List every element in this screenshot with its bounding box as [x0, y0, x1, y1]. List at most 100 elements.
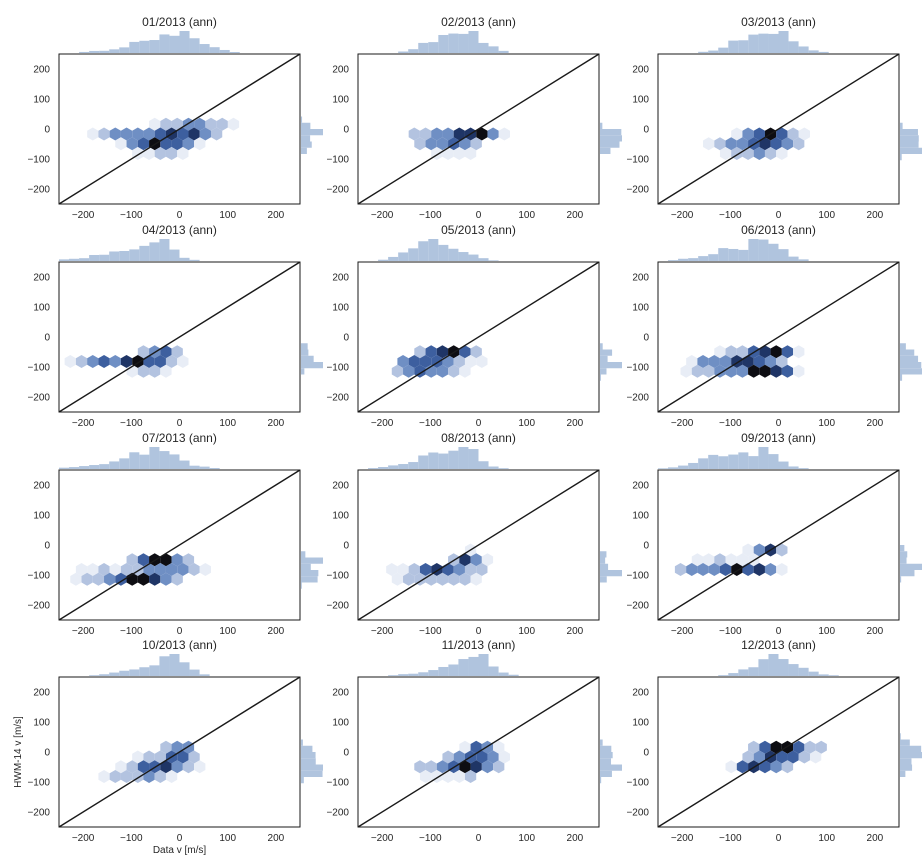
top-histogram-bar: [378, 259, 389, 261]
panel-title: 08/2013 (ann): [441, 431, 516, 445]
x-tick-label: 0: [177, 626, 183, 637]
hexbin-cell: [414, 137, 426, 151]
hexbin-cell: [719, 147, 732, 160]
hexbin-cell: [120, 770, 133, 783]
x-tick-label: −200: [671, 418, 694, 429]
top-histogram-bar: [209, 47, 220, 53]
y-tick-label: 200: [632, 481, 649, 492]
right-histogram-bar: [301, 582, 302, 589]
y-tick-label: −100: [326, 778, 349, 789]
hexbin-cell: [436, 572, 449, 586]
hexbin-cell: [448, 364, 460, 378]
axes-frame: [58, 53, 301, 205]
top-histogram-bar: [698, 256, 709, 261]
hexbin-cell: [137, 760, 150, 774]
hexbin-cell: [731, 127, 743, 141]
hexbin-cell: [165, 147, 178, 160]
top-histogram-bar: [179, 257, 190, 261]
right-histogram-bar: [301, 122, 311, 129]
hexbin-cell: [171, 345, 183, 359]
x-tick-label: −200: [371, 626, 394, 637]
hexbin-cell: [210, 127, 223, 141]
top-histogram-bar: [189, 259, 200, 261]
hexbin-cell: [109, 770, 121, 783]
identity-line: [58, 261, 301, 413]
top-histogram-bar: [428, 42, 439, 53]
hexbin-cell: [470, 740, 482, 754]
top-histogram-bar: [159, 656, 170, 676]
hexbin-cell: [436, 760, 449, 774]
x-tick-label: −200: [371, 210, 394, 221]
top-histogram-bar: [748, 456, 759, 469]
hexbin-cell: [448, 572, 460, 586]
panel-2: −200 −100 0 100 200 −200 −100 0 100 200 02/2013 (a…: [326, 15, 622, 221]
panel-5: −200 −100 0 100 200 −200 −100 0 100 200 05/2013 (a…: [326, 223, 622, 429]
hexbin-cell: [137, 345, 150, 359]
hexbin-cell: [753, 543, 765, 557]
x-tick-label: 0: [476, 626, 482, 637]
x-tick-label: −100: [419, 210, 442, 221]
y-tick-label: −200: [27, 601, 50, 612]
top-histogram-bar: [738, 40, 749, 53]
hexbin-cell: [453, 127, 465, 141]
y-tick-label: −200: [626, 185, 649, 196]
top-histogram-bar: [119, 251, 130, 261]
hexbin-cell: [87, 355, 99, 368]
top-histogram-bar: [199, 44, 210, 53]
hexbin-cell: [182, 553, 195, 567]
hexbin-cell: [160, 760, 172, 774]
panel-1: −200 −100 0 100 200 −200 −100 0 100 200 01/2013 (a…: [27, 15, 323, 221]
x-tick-label: −100: [419, 833, 442, 844]
right-histogram-bar: [900, 733, 901, 740]
x-tick-label: 200: [567, 626, 584, 637]
x-tick-label: −100: [719, 418, 742, 429]
right-histogram-bar: [900, 154, 902, 161]
top-histogram-bar: [398, 464, 409, 469]
hexbin-cell: [419, 563, 432, 576]
hexbin-cell: [87, 563, 99, 576]
identity-line: [657, 261, 900, 413]
hexbin-cell: [115, 760, 127, 774]
hexbin-cell: [776, 127, 788, 141]
hexbin-cell: [199, 127, 211, 141]
top-histogram-bar: [808, 671, 819, 676]
hexbin-cell: [408, 355, 420, 368]
top-histogram-bar: [119, 670, 130, 676]
right-histogram-bar: [301, 563, 311, 570]
hexbin-cell: [476, 127, 488, 141]
x-tick-label: 100: [818, 418, 835, 429]
y-tick-label: 0: [343, 541, 349, 552]
hexbin-cell: [171, 760, 183, 774]
x-tick-label: 100: [818, 833, 835, 844]
panel-12: −200 −100 0 100 200 −200 −100 0 100 200 12/2013 (a…: [626, 638, 922, 844]
top-histogram-bar: [748, 239, 759, 261]
hexbin-cell: [759, 760, 771, 774]
hexbin-cell: [770, 740, 782, 754]
top-histogram-bar: [788, 664, 799, 676]
top-histogram-bar: [448, 248, 459, 261]
hexbin-cell: [453, 750, 465, 764]
hexbin-cell: [149, 117, 161, 131]
hexbin-cell: [759, 740, 771, 754]
x-tick-label: 200: [567, 833, 584, 844]
top-histogram-bar: [488, 260, 499, 261]
x-tick-label: −200: [671, 626, 694, 637]
y-tick-label: 100: [33, 511, 50, 522]
top-histogram-bar: [99, 674, 110, 676]
hexbin-cell: [425, 137, 437, 151]
hexbin-cell: [725, 137, 737, 151]
right-histogram-bar: [600, 576, 607, 583]
panel-title: 09/2013 (ann): [741, 431, 816, 445]
hexbin-cell: [453, 355, 465, 368]
axes-frame: [657, 676, 900, 828]
right-histogram-bar: [900, 374, 903, 381]
panel-title: 02/2013 (ann): [441, 15, 516, 29]
y-tick-label: 100: [33, 95, 50, 106]
x-tick-label: 0: [476, 210, 482, 221]
top-histogram-bar: [189, 465, 200, 469]
top-histogram-bar: [758, 239, 769, 261]
top-histogram-bar: [179, 460, 190, 469]
hexbin-cell: [75, 563, 88, 576]
top-histogram-bar: [498, 672, 509, 676]
hexbin-cell: [464, 770, 477, 783]
